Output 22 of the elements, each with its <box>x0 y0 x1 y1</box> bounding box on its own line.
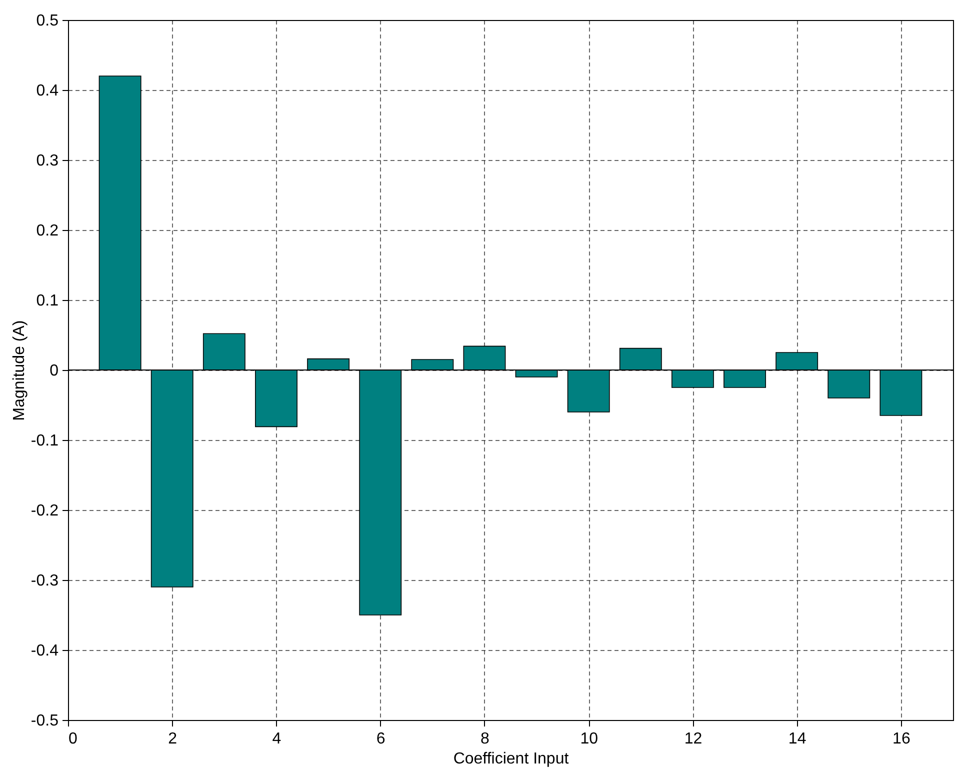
y-axis-title: Magnitude (A) <box>10 320 28 421</box>
y-tick-label: -0.3 <box>30 572 59 590</box>
x-tick-label: 4 <box>272 730 282 748</box>
y-tick-label: 0.4 <box>36 82 59 100</box>
x-tick-label: 10 <box>580 730 598 748</box>
y-tick-label: -0.4 <box>30 642 59 660</box>
y-tick-label: 0.1 <box>36 292 59 310</box>
y-tick-label: 0.3 <box>36 152 59 170</box>
x-tick-label: 2 <box>168 730 178 748</box>
x-tick-label: 14 <box>788 730 806 748</box>
y-tick-label: 0.5 <box>36 12 59 30</box>
y-tick-label: -0.2 <box>30 502 59 520</box>
x-tick-label: 12 <box>684 730 702 748</box>
x-tick-label: 6 <box>376 730 386 748</box>
x-tick-label: 0 <box>68 730 78 748</box>
y-tick-label: 0 <box>50 362 59 380</box>
y-tick-label: -0.1 <box>30 432 59 450</box>
y-tick-label: -0.5 <box>30 712 59 730</box>
y-tick-label: 0.2 <box>36 222 59 240</box>
x-axis-title: Coefficient Input <box>453 750 570 768</box>
x-tick-label: 8 <box>480 730 490 748</box>
x-tick-label: 16 <box>892 730 910 748</box>
